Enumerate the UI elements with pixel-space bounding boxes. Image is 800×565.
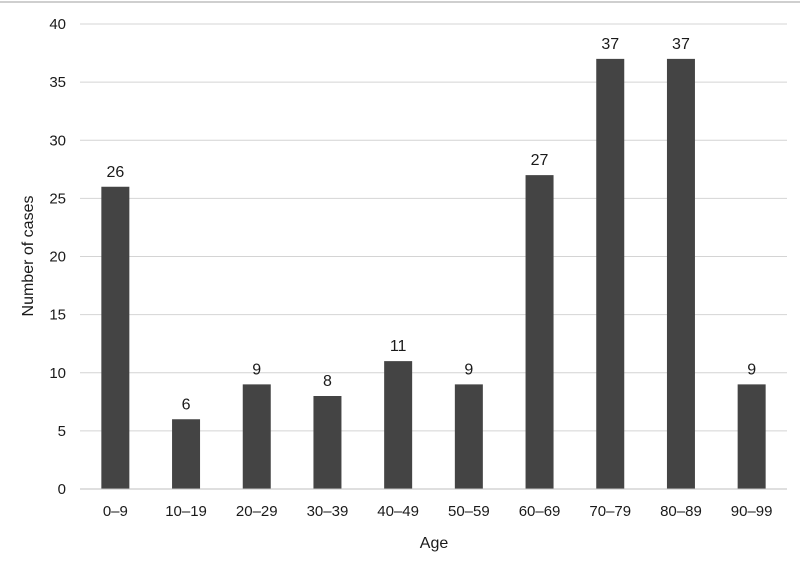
y-tick-labels: 0 5 10 15 20 25 30 35 40: [49, 16, 66, 498]
bar: [666, 58, 695, 489]
bar: [242, 384, 271, 489]
bar: [737, 384, 766, 489]
data-label: 9: [747, 361, 756, 378]
x-tick-label: 50–59: [448, 503, 490, 520]
bar: [384, 361, 413, 489]
data-labels: 26 6 9 8 11 9 27 37 37 9: [106, 36, 756, 413]
bar: [454, 384, 483, 489]
x-tick-label: 0–9: [103, 503, 128, 520]
data-label: 37: [672, 36, 690, 53]
bar: [101, 186, 130, 489]
data-label: 8: [323, 373, 332, 390]
x-tick-label: 80–89: [660, 503, 702, 520]
y-tick-label: 5: [58, 423, 66, 440]
x-tick-labels: 0–9 10–19 20–29 30–39 40–49 50–59 60–69 70–79 80…: [103, 503, 773, 520]
x-axis-title: Age: [420, 535, 449, 552]
y-tick-label: 25: [49, 190, 66, 207]
bars: [101, 58, 766, 489]
x-tick-label: 90–99: [731, 503, 773, 520]
y-tick-label: 0: [58, 481, 66, 498]
data-label: 6: [182, 396, 191, 413]
data-label: 11: [390, 338, 407, 355]
y-tick-label: 40: [49, 16, 66, 33]
y-tick-label: 30: [49, 132, 66, 149]
x-tick-label: 20–29: [236, 503, 278, 520]
x-tick-label: 30–39: [307, 503, 349, 520]
x-tick-label: 10–19: [165, 503, 207, 520]
data-label: 9: [464, 361, 473, 378]
x-tick-label: 40–49: [377, 503, 419, 520]
y-tick-label: 10: [49, 365, 66, 382]
x-tick-label: 70–79: [589, 503, 631, 520]
x-tick-label: 60–69: [519, 503, 561, 520]
bar: [525, 175, 554, 489]
bar: [596, 58, 625, 489]
data-label: 9: [252, 361, 261, 378]
y-tick-label: 20: [49, 249, 66, 266]
data-label: 26: [106, 164, 124, 181]
data-label: 37: [601, 36, 619, 53]
data-label: 27: [531, 152, 549, 169]
y-tick-label: 35: [49, 74, 66, 91]
bar: [172, 419, 201, 489]
bar: [313, 396, 342, 489]
y-axis-title: Number of cases: [20, 196, 37, 317]
y-tick-label: 15: [49, 307, 66, 324]
